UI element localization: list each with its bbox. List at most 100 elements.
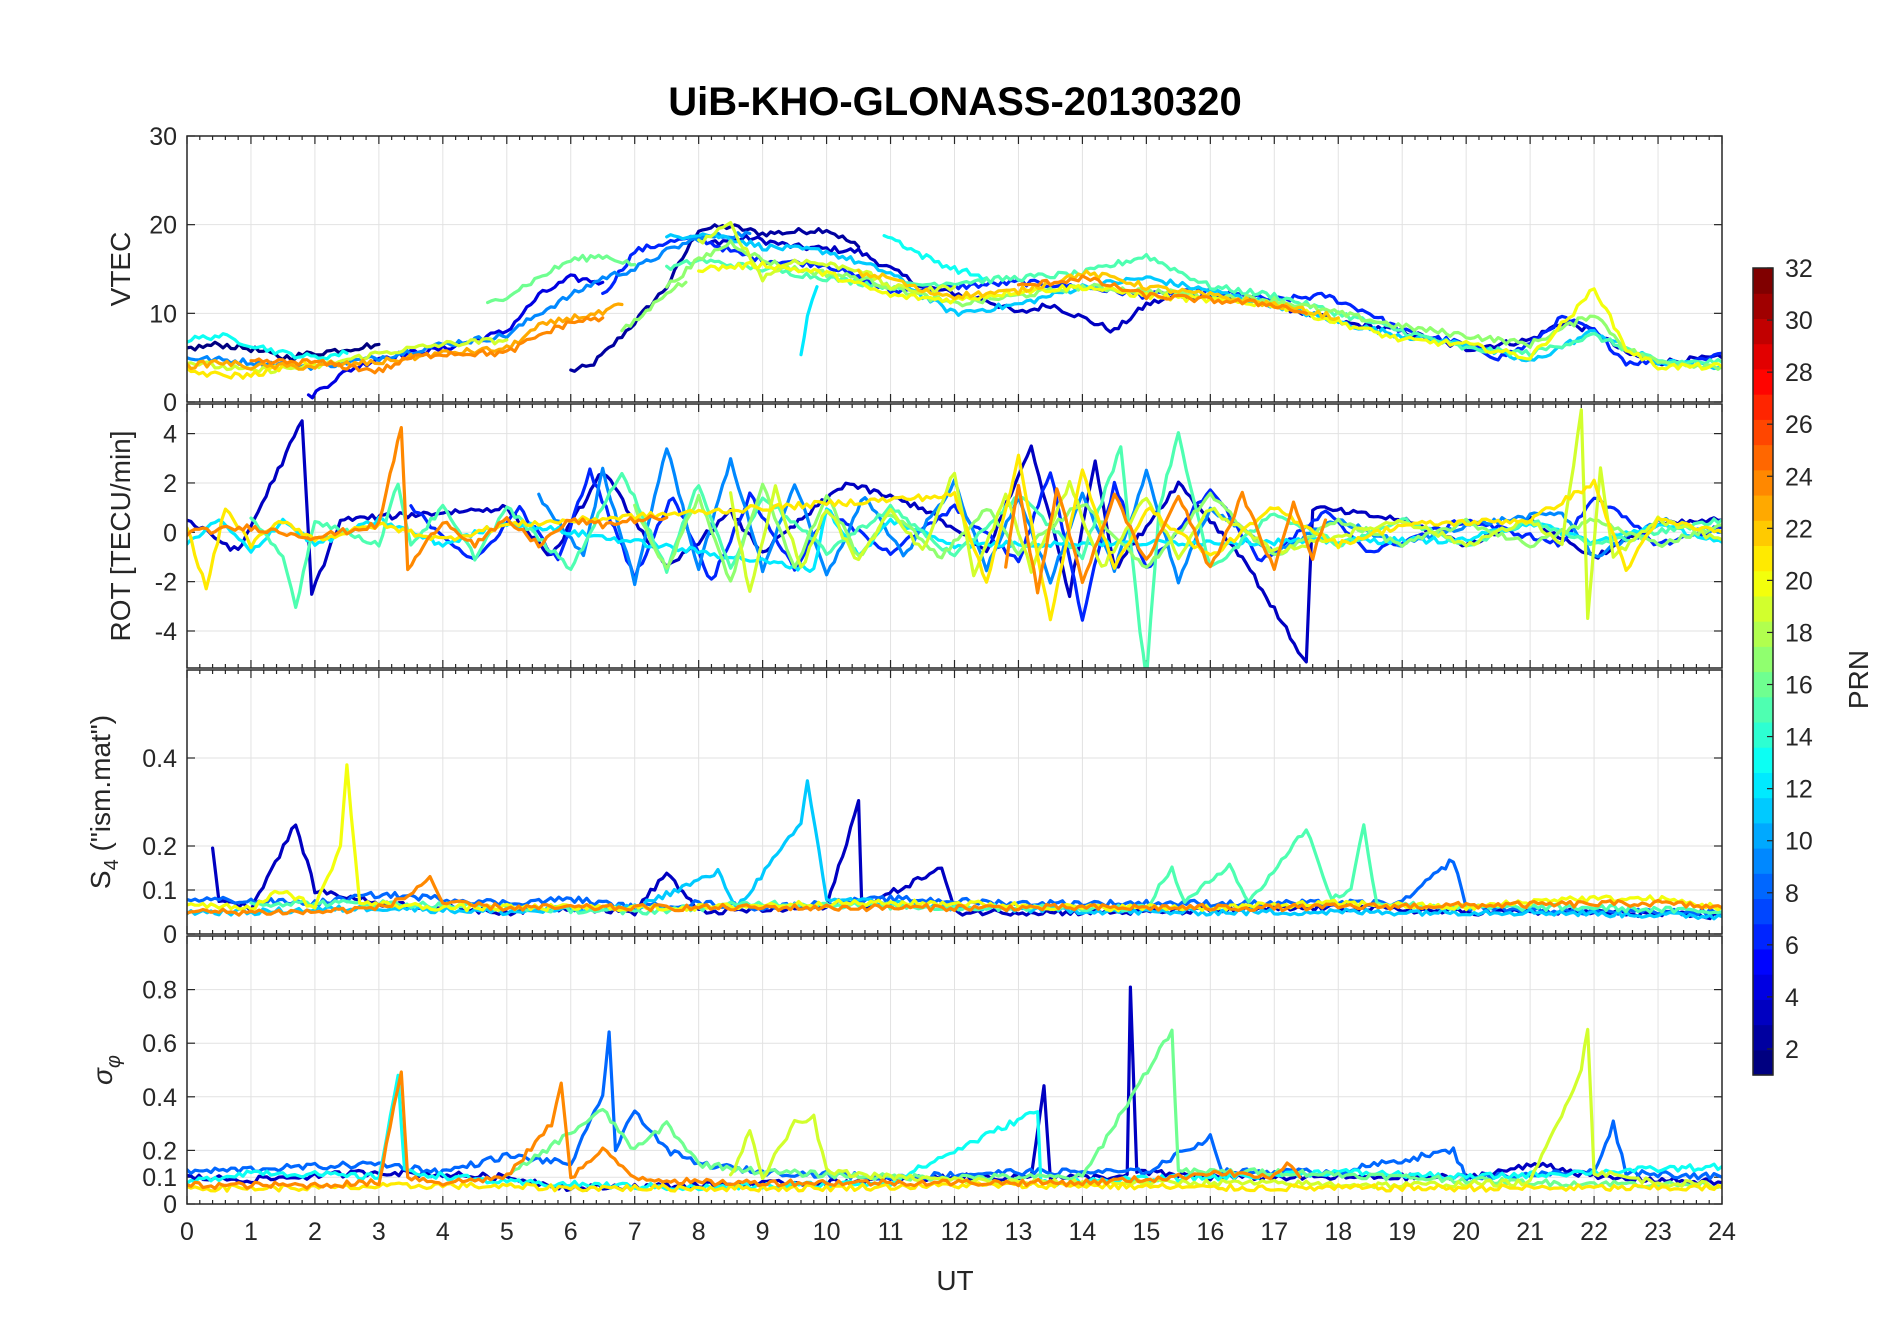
colorbar-swatch (1753, 494, 1773, 521)
colorbar-tick-label: 28 (1785, 359, 1813, 387)
colorbar-swatch (1753, 873, 1773, 900)
y-tick-label: 30 (149, 123, 177, 151)
colorbar-swatch (1753, 1024, 1773, 1051)
prn-21-trace (187, 453, 1722, 622)
panel-s4: 0 0.1 0.2 0.4 S4 ("ism.mat") (85, 669, 1723, 949)
y-tick-label: 20 (149, 212, 177, 240)
y-tick-label: 0 (163, 389, 177, 417)
x-tick-label: 22 (1580, 1218, 1608, 1246)
colorbar-swatch (1753, 419, 1773, 446)
colorbar-swatch (1753, 696, 1773, 723)
colorbar-swatch (1753, 394, 1773, 420)
colorbar-swatch (1753, 999, 1773, 1026)
y-tick-label: 0 (163, 1191, 177, 1219)
y-tick-label: 2 (163, 470, 177, 498)
prn-13-trace (882, 234, 989, 282)
y-tick-label: 0.1 (142, 877, 177, 905)
colorbar-swatch (1753, 293, 1773, 320)
colorbar-tick-label: 24 (1785, 463, 1813, 491)
colorbar-tick-label: 8 (1785, 880, 1799, 908)
prn-19-trace (728, 408, 1722, 621)
x-tick-label: 24 (1708, 1218, 1736, 1246)
colorbar-swatch (1753, 444, 1773, 471)
prn-2-trace (569, 223, 861, 373)
colorbar-swatch (1753, 343, 1773, 370)
prn-13-trace (187, 1073, 1722, 1192)
axes-frame (186, 935, 1723, 1205)
y-tick-label: 10 (149, 300, 177, 328)
axes-frame (186, 669, 1723, 935)
x-tick-label: 9 (756, 1218, 770, 1246)
colorbar-swatch (1753, 923, 1773, 950)
colorbar-swatch (1753, 898, 1773, 925)
colorbar-tick-label: 4 (1785, 984, 1799, 1012)
colorbar-tick-label: 30 (1785, 307, 1813, 335)
prn-19-trace (187, 337, 509, 375)
x-tick-label: 1 (244, 1218, 258, 1246)
x-tick-label: 23 (1644, 1218, 1672, 1246)
colorbar-swatch (1753, 974, 1773, 1000)
x-tick-label: 5 (500, 1218, 514, 1246)
colorbar-swatch (1753, 621, 1773, 647)
y-tick-label: 0 (163, 921, 177, 949)
colorbar-tick-label: 20 (1785, 567, 1813, 595)
colorbar-swatch (1753, 797, 1773, 824)
prn-24-trace (249, 316, 605, 375)
series-group (187, 985, 1722, 1193)
x-tick-label: 8 (692, 1218, 706, 1246)
x-tick-label: 11 (878, 1218, 904, 1246)
prn-17-trace (665, 239, 1722, 371)
colorbar-tick-label: 26 (1785, 411, 1813, 439)
colorbar-swatch (1753, 721, 1773, 748)
x-axis-label: UT (936, 1265, 973, 1296)
series-group (187, 408, 1722, 668)
x-tick-label: 13 (1005, 1218, 1033, 1246)
colorbar-swatch (1753, 848, 1773, 874)
colorbar-swatch (1753, 822, 1773, 849)
x-tick-label: 6 (564, 1218, 578, 1246)
prn-19-trace (728, 1027, 1722, 1190)
x-tick-label: 7 (628, 1218, 642, 1246)
prn-19-trace (697, 221, 957, 295)
x-tick-label: 16 (1196, 1218, 1224, 1246)
series-group (187, 763, 1722, 921)
series-group (187, 221, 1722, 400)
colorbar-tick-label: 2 (1785, 1036, 1799, 1064)
colorbar-tick-label: 18 (1785, 619, 1813, 647)
x-tick-label: 2 (308, 1218, 322, 1246)
prn-24-trace (1004, 483, 1328, 595)
colorbar-frame (1752, 267, 1774, 1076)
colorbar-tick-label: 22 (1785, 515, 1813, 543)
x-tick-label: 3 (372, 1218, 386, 1246)
x-tick-label: 15 (1132, 1218, 1160, 1246)
colorbar-swatch (1753, 545, 1773, 572)
panel-rot: -4 -2 0 2 4 ROT [TECU/min] (105, 403, 1723, 669)
colorbar-swatch (1753, 268, 1773, 294)
panel-vtec: 0 10 20 30 VTEC (105, 123, 1723, 417)
y-axis-label: σφ (87, 1055, 125, 1085)
y-tick-label: 0 (163, 519, 177, 547)
colorbar-swatch (1753, 772, 1773, 799)
y-tick-label: 0.4 (142, 1084, 177, 1112)
y-tick-label: -2 (155, 569, 177, 597)
x-tick-label: 12 (941, 1218, 969, 1246)
y-tick-label: -4 (155, 618, 177, 646)
x-tick-label: 21 (1516, 1218, 1544, 1246)
prn-17-trace (620, 280, 688, 333)
x-tick-label: 14 (1069, 1218, 1097, 1246)
colorbar-tick-label: 10 (1785, 828, 1813, 856)
prn-13-trace (187, 332, 349, 361)
colorbar-tick-label: 16 (1785, 672, 1813, 700)
prn-4-trace (306, 273, 605, 400)
axes-frame (186, 135, 1723, 403)
colorbar-swatch (1753, 1049, 1773, 1076)
prn-12-trace (799, 285, 819, 357)
y-tick-label: 0.4 (142, 745, 177, 773)
y-axis-label: ROT [TECU/min] (105, 430, 136, 641)
colorbar-swatch (1753, 520, 1773, 547)
x-tick-label: 17 (1260, 1218, 1288, 1246)
